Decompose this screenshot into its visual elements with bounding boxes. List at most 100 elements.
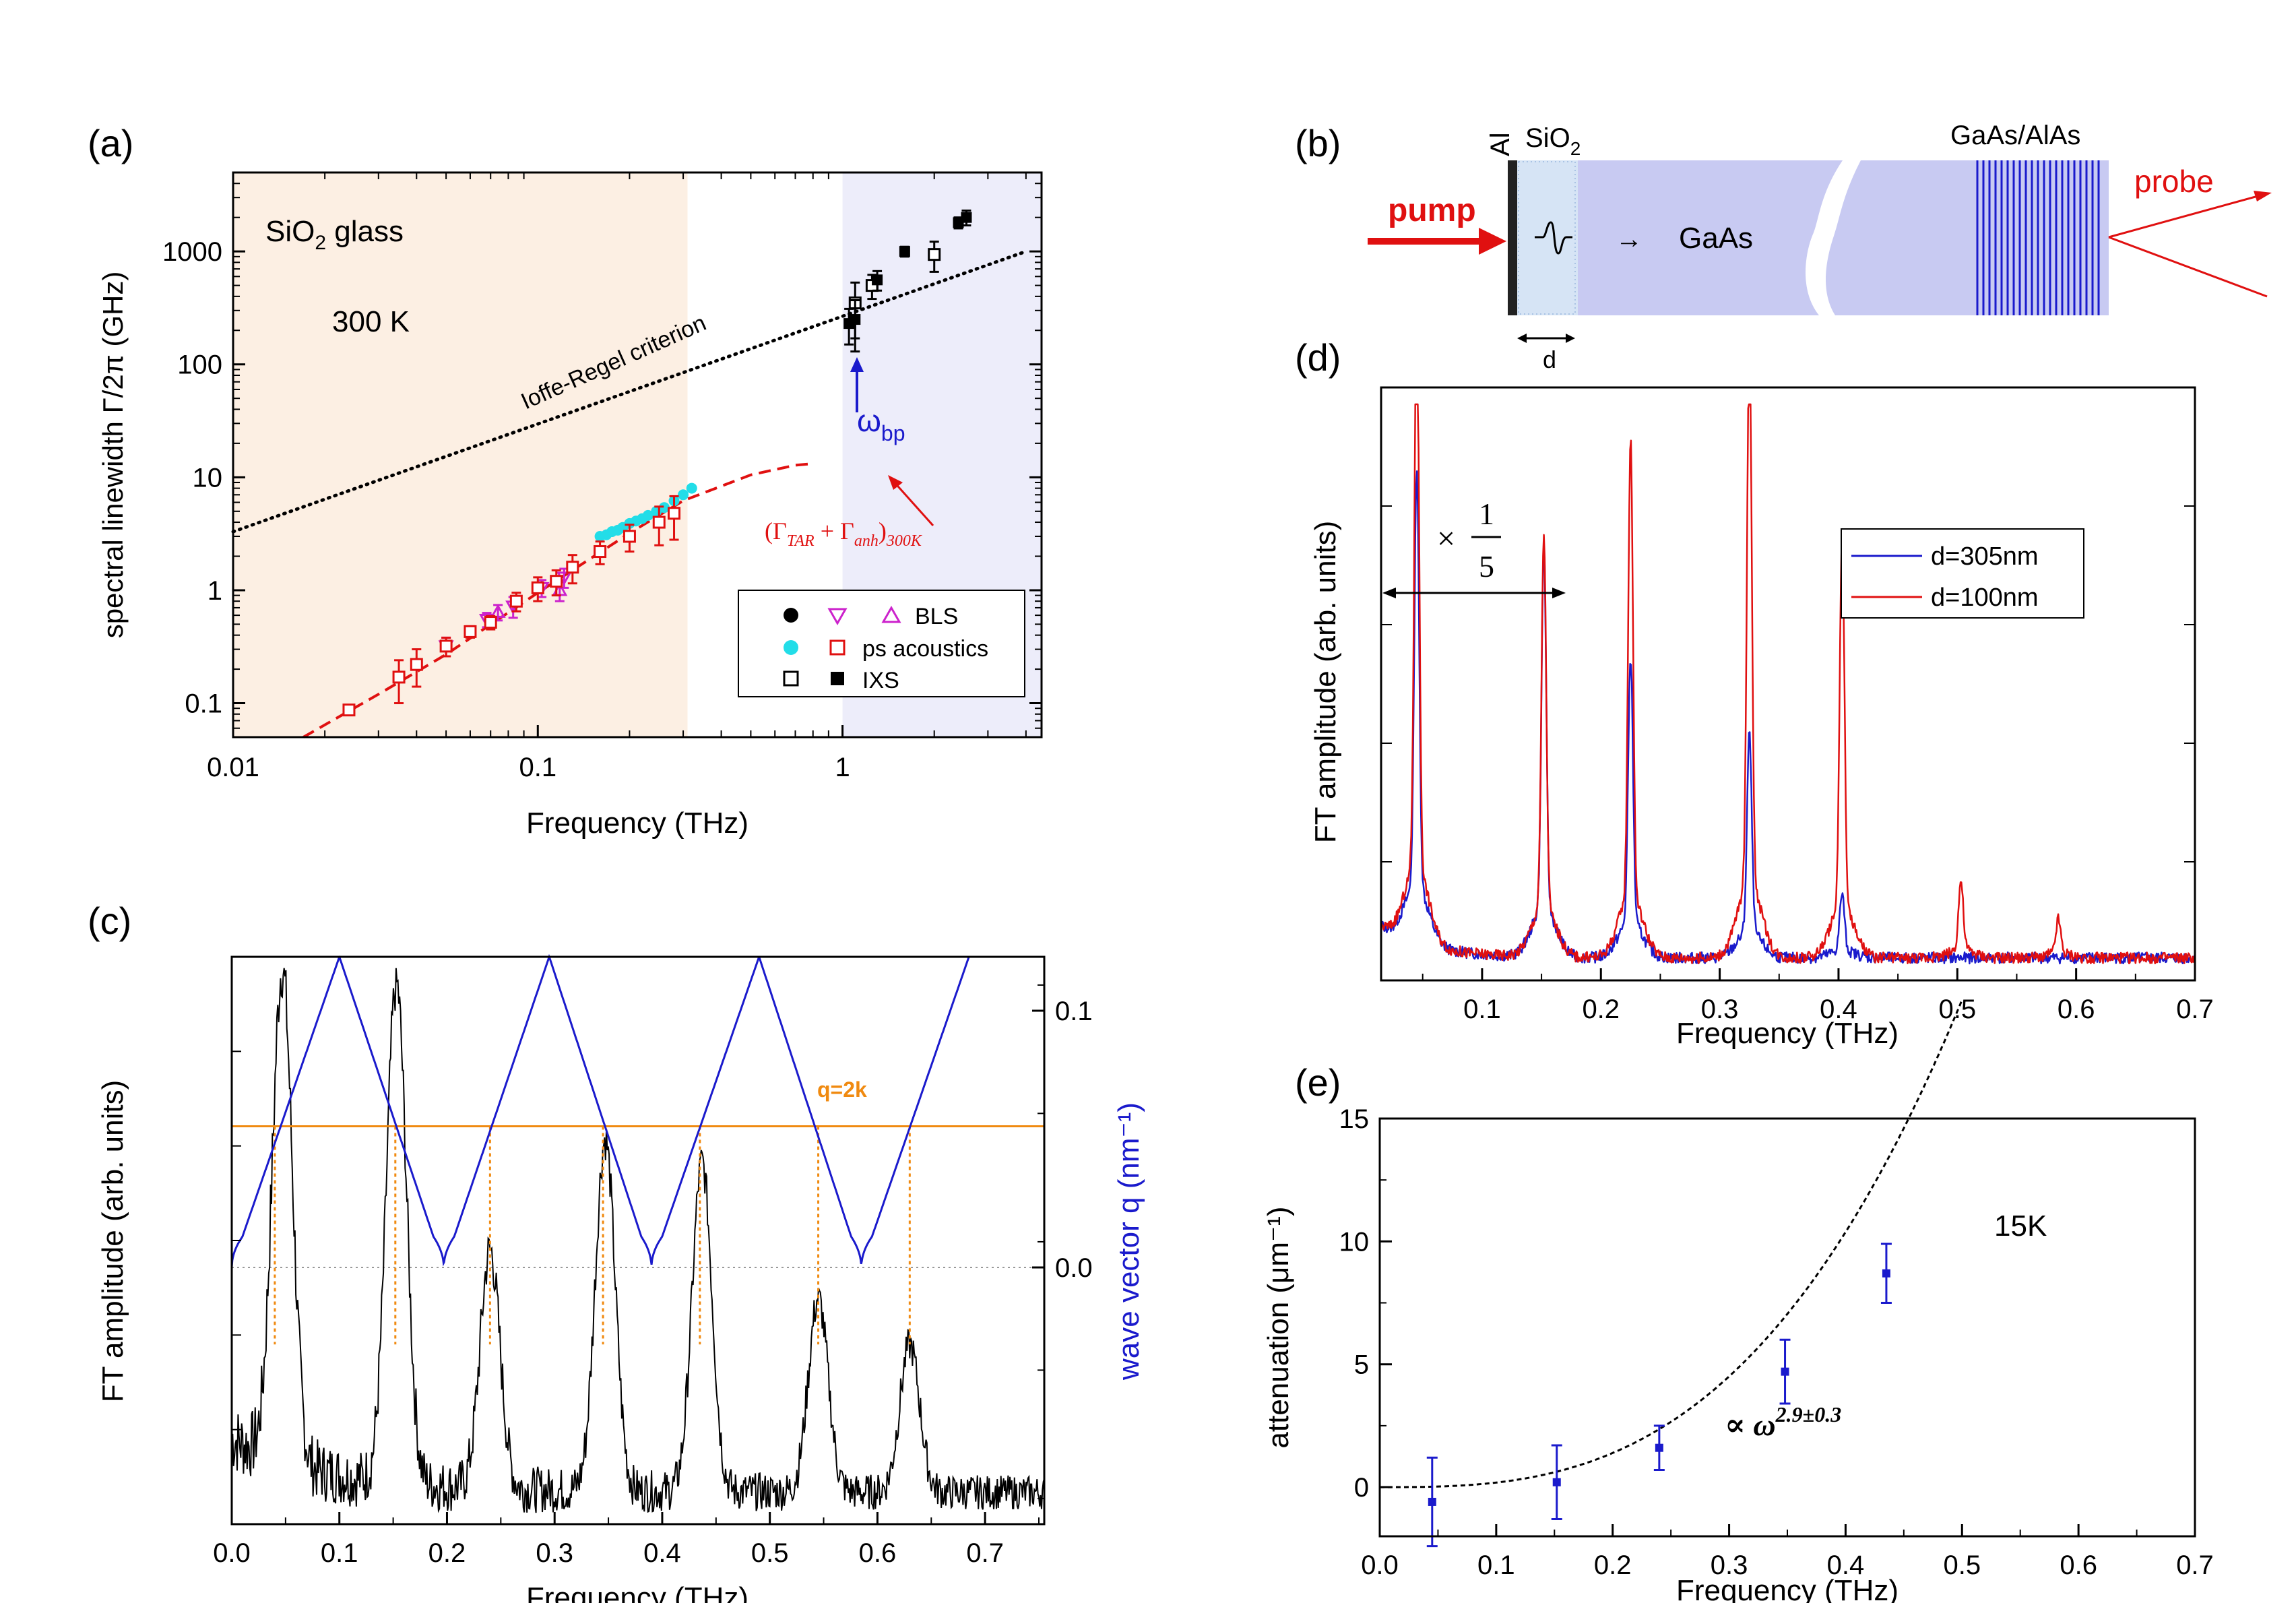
thickness-arrow [1517,334,1575,343]
y-tick-label-a: 100 [177,350,222,380]
x-tick-label-e: 0.0 [1361,1550,1399,1580]
temperature-label-e: 15K [1994,1209,2047,1243]
dispersion-curve-c [230,953,1044,1268]
superlattice-label: GaAs/AlAs [1950,121,2080,150]
x-tick-label-d: 0.6 [2058,995,2095,1024]
x-tick-label-e: 0.3 [1711,1550,1748,1580]
y-tick-label-e: 10 [1339,1227,1370,1257]
omega-bp-label: ωbp [857,403,905,445]
pump-label: pump [1388,193,1476,228]
y-axis-label-e: attenuation (μm⁻¹) [1262,1206,1295,1448]
data-point-a [961,212,972,223]
svg-text:5: 5 [1479,549,1494,584]
data-point-a [623,530,636,543]
sio2-glass-label: SiO2 glass [265,215,404,254]
gaas-substrate-right [1825,160,2109,315]
data-point-e [1781,1367,1789,1376]
data-point-a [899,246,910,257]
d-label: d [1543,346,1556,373]
x-tick-label-e: 0.5 [1943,1550,1981,1580]
x-tick-label-e: 0.7 [2176,1550,2214,1580]
data-point-e [1655,1443,1663,1452]
svg-text:1: 1 [1479,497,1494,531]
data-point-e [1552,1478,1561,1486]
legend-ps-label: ps acoustics [862,636,988,662]
y-tick-label-e: 0 [1354,1473,1369,1503]
x-tick-label-d: 0.4 [1820,995,1857,1024]
probe-ray-down [2108,236,2268,298]
legend-ixs-filled [831,672,844,685]
sio2-label-b: SiO2 [1525,123,1581,159]
data-point-e [1882,1269,1890,1278]
panel-b-label: (b) [1295,122,1341,164]
panel-e-label: (e) [1295,1061,1341,1104]
y-axis-label-c: FT amplitude (arb. units) [96,1080,129,1402]
x-tick-label-e: 0.4 [1827,1550,1865,1580]
panel-d-label: (d) [1295,336,1341,379]
data-point-a [928,248,941,261]
y2-axis-label-c: wave vector q (nm⁻¹) [1112,1102,1145,1381]
data-point-a [550,575,563,588]
data-point-a [642,509,653,521]
legend-bls-tri-up [881,605,901,623]
probe-label: probe [2134,164,2214,199]
x-tick-label-a: 0.01 [207,753,259,782]
x-tick-label-a: 0.1 [519,753,556,782]
panel-c-label: (c) [88,900,131,942]
x-tick-label-c: 0.0 [213,1538,251,1568]
x-axis-label-a: Frequency (THz) [526,807,748,840]
temperature-label-a: 300 K [332,305,410,338]
x-axis-label-c: Frequency (THz) [526,1581,748,1603]
data-point-a [464,625,477,638]
data-point-a [484,616,497,629]
data-point-a [439,639,453,653]
y-tick-label-e: 15 [1339,1104,1370,1134]
data-point-a [652,515,666,529]
x-axis-label-d: Frequency (THz) [1676,1017,1899,1050]
panel-c: (c) 0.0 0.1 0.2 0.3 0.4 0.5 0.6 0.70.00.1 q=2k … [88,900,1145,1603]
x-tick-label-d: 0.7 [2176,995,2214,1024]
data-point-a [594,545,607,559]
probe-ray-up [2108,194,2261,239]
data-point-a [872,274,883,286]
data-point-a [566,561,579,574]
data-point-a [850,314,861,325]
data-point-a [509,594,523,608]
x-tick-label-d: 0.2 [1582,995,1620,1024]
x-tick-label-c: 0.3 [536,1538,573,1568]
strain-pulse [1535,221,1572,255]
data-point-a [686,482,697,494]
power-law-fit [1380,999,1963,1488]
svg-text:×: × [1437,521,1455,557]
y-axis-label-d: FT amplitude (arb. units) [1309,521,1342,843]
x-tick-label-c: 0.5 [751,1538,789,1568]
data-point-a [668,507,681,520]
x-tick-label-d: 0.3 [1701,995,1739,1024]
data-point-a [531,581,544,594]
ft-spectrum-d100 [1380,403,2196,965]
legend-ixs-open [783,670,799,687]
data-point-e [1428,1497,1436,1506]
gaas-substrate-left [1578,160,1843,315]
y-tick-label-a: 1 [208,576,222,606]
y-tick-label-e: 5 [1354,1350,1369,1380]
x-tick-label-c: 0.1 [321,1538,358,1568]
legend-bls-tri-down [827,608,848,626]
x-tick-label-d: 0.1 [1463,995,1501,1024]
x-tick-label-e: 0.1 [1477,1550,1515,1580]
data-point-a [490,604,506,618]
panel-a-label: (a) [88,122,133,164]
gaas-label: GaAs [1679,222,1753,255]
region-acoustic [233,172,688,737]
scale-annotation: × 1 5 [1382,497,1566,598]
superlattice [1976,160,2100,315]
legend-a: BLS ps acoustics IXS [738,590,1025,697]
propagation-arrow: → [1616,224,1643,254]
y-tick-label-a: 0.1 [185,689,222,719]
legend-ps-circle [784,640,798,655]
power-law-label: ∝ ω2.9±0.3 [1725,1402,1841,1442]
legend-ps-square [829,639,846,656]
legend-d: d=305nm d=100nm [1841,528,2084,619]
al-film [1508,160,1517,315]
